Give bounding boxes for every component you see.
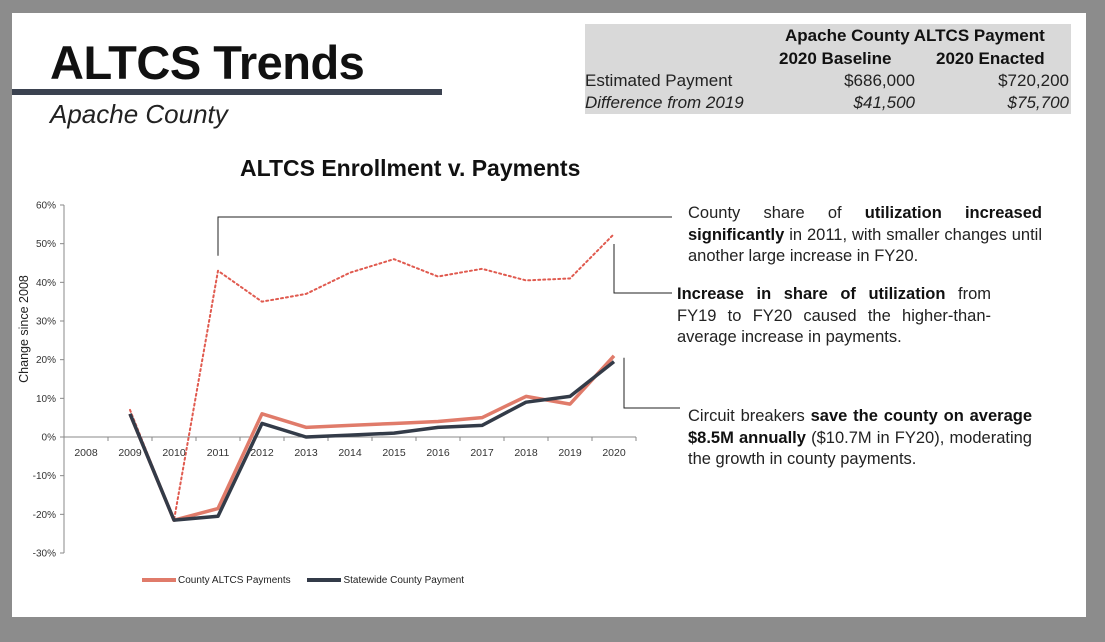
legend-swatch-statewide <box>307 578 342 582</box>
callout-connector <box>613 244 672 294</box>
y-tick-label: 20% <box>36 355 56 366</box>
summary-row-label: Difference from 2019 <box>585 93 744 112</box>
summary-col-enacted: 2020 Enacted <box>936 49 1045 68</box>
x-tick-label: 2020 <box>602 447 626 459</box>
series-line-utilization-share <box>129 233 615 522</box>
legend-label: County ALTCS Payments <box>178 574 291 586</box>
y-tick-label: 10% <box>36 394 56 405</box>
x-tick-label: 2012 <box>250 447 274 459</box>
annotation-emphasis: save the county on average $8.5M annuall… <box>688 407 1032 447</box>
annotation-emphasis: Increase in share of utilization <box>677 285 946 303</box>
annotation-utilization-fy20: Increase in share of utilization from FY… <box>677 284 991 349</box>
legend-swatch-county <box>142 578 176 582</box>
annotation-utilization-2011: County share of utilization increased si… <box>688 203 1042 268</box>
slide: ALTCS Trends Apache County Apache County… <box>12 13 1086 617</box>
y-tick-label: 0% <box>42 433 57 444</box>
chart: 60% 50% 40% 30% 20% 10% 0% -10% -20% -30% 2008 2009… <box>17 201 680 560</box>
callout-connector <box>623 357 680 409</box>
annotation-emphasis: utilization increased significantly <box>688 204 1042 244</box>
summary-heading: Apache County ALTCS Payment <box>785 26 1045 45</box>
annotation-text: in 2011, with smaller changes until anot… <box>688 225 1042 266</box>
x-tick-label: 2010 <box>162 447 186 459</box>
x-tick-label: 2013 <box>294 447 318 459</box>
y-tick-label: 50% <box>36 239 56 250</box>
series-line-county-payments <box>128 354 616 522</box>
legend-item: County ALTCS Payments <box>142 575 291 586</box>
chart-legend: County ALTCS Payments Statewide County P… <box>142 574 478 586</box>
x-tick-label: 2009 <box>118 447 142 459</box>
summary-row-label: Estimated Payment <box>585 71 733 90</box>
x-tick-label: 2018 <box>514 447 538 459</box>
x-tick-label: 2017 <box>470 447 494 459</box>
legend-item: Statewide County Payment <box>307 575 464 586</box>
x-tick-label: 2008 <box>74 447 98 459</box>
annotation-circuit-breakers: Circuit breakers save the county on aver… <box>688 406 1032 471</box>
x-tick-label: 2019 <box>558 447 582 459</box>
summary-row-value: $720,200 <box>998 71 1069 90</box>
y-tick-label: -10% <box>33 471 56 482</box>
annotation-text: Circuit breakers <box>688 407 811 425</box>
summary-row-value: $75,700 <box>1007 93 1069 112</box>
annotation-text: ($10.7M in FY20), moderating the growth … <box>688 428 1032 469</box>
y-tick-label: 40% <box>36 278 56 289</box>
y-tick-label: 60% <box>36 201 56 212</box>
annotation-text: County share of <box>688 204 865 222</box>
annotation-text: from FY19 to FY20 caused the higher-than… <box>677 285 991 346</box>
y-tick-label: -20% <box>33 510 56 521</box>
y-axis-label: Change since 2008 <box>17 275 31 383</box>
page-subtitle: Apache County <box>50 99 228 129</box>
series-line-statewide-payment <box>128 360 616 522</box>
legend-label: Statewide County Payment <box>343 574 465 586</box>
x-tick-label: 2016 <box>426 447 450 459</box>
x-tick-label: 2011 <box>207 447 230 459</box>
summary-row-value: $41,500 <box>853 93 915 112</box>
summary-row-value: $686,000 <box>844 71 915 90</box>
page-title: ALTCS Trends <box>50 36 365 89</box>
x-tick-label: 2015 <box>382 447 406 459</box>
y-tick-label: 30% <box>36 317 56 328</box>
x-tick-label: 2014 <box>338 447 362 459</box>
y-tick-label: -30% <box>33 549 56 560</box>
chart-title: ALTCS Enrollment v. Payments <box>240 155 581 181</box>
callout-connector <box>217 216 672 256</box>
summary-table: Apache County ALTCS Payment 2020 Baselin… <box>585 24 1071 114</box>
summary-col-baseline: 2020 Baseline <box>779 49 892 68</box>
title-underline <box>12 89 442 95</box>
